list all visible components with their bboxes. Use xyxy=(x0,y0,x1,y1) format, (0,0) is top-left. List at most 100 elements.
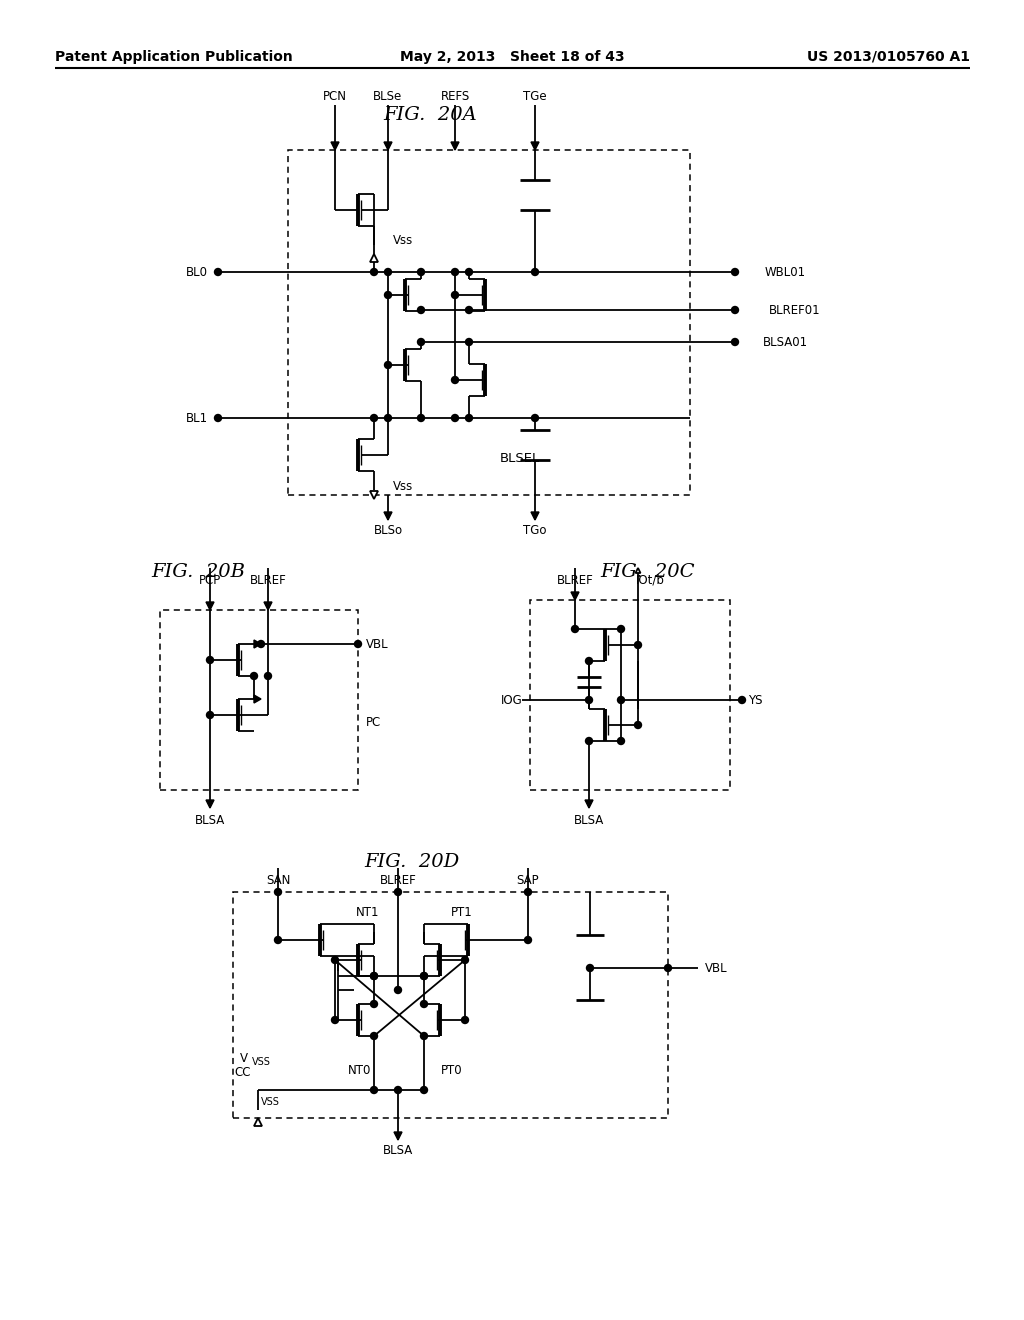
Text: Patent Application Publication: Patent Application Publication xyxy=(55,50,293,63)
Text: BLSA: BLSA xyxy=(573,813,604,826)
Text: BLSe: BLSe xyxy=(374,90,402,103)
Text: PC: PC xyxy=(366,717,381,730)
Circle shape xyxy=(418,414,425,421)
Circle shape xyxy=(207,711,213,718)
Circle shape xyxy=(531,414,539,421)
Circle shape xyxy=(617,626,625,632)
Polygon shape xyxy=(331,143,339,150)
Bar xyxy=(233,892,668,1118)
Circle shape xyxy=(394,888,401,895)
Text: IOt/b: IOt/b xyxy=(636,573,665,586)
Circle shape xyxy=(462,957,469,964)
Circle shape xyxy=(665,965,672,972)
Circle shape xyxy=(452,268,459,276)
Circle shape xyxy=(251,672,257,680)
Polygon shape xyxy=(384,143,392,150)
Polygon shape xyxy=(206,800,214,808)
Polygon shape xyxy=(370,253,378,261)
Text: VBL: VBL xyxy=(366,638,389,651)
Circle shape xyxy=(418,338,425,346)
Circle shape xyxy=(421,973,427,979)
Circle shape xyxy=(462,1016,469,1023)
Circle shape xyxy=(731,306,738,314)
Circle shape xyxy=(332,957,339,964)
Polygon shape xyxy=(254,696,261,704)
Text: May 2, 2013   Sheet 18 of 43: May 2, 2013 Sheet 18 of 43 xyxy=(399,50,625,63)
Text: FIG.  20B: FIG. 20B xyxy=(151,564,245,581)
Circle shape xyxy=(332,1016,339,1023)
Text: US 2013/0105760 A1: US 2013/0105760 A1 xyxy=(807,50,970,63)
Text: BLSo: BLSo xyxy=(374,524,402,536)
Circle shape xyxy=(586,738,593,744)
Circle shape xyxy=(384,362,391,368)
Text: VBL: VBL xyxy=(705,961,728,974)
Circle shape xyxy=(524,888,531,895)
Text: Vss: Vss xyxy=(393,480,414,494)
Circle shape xyxy=(384,414,391,421)
Polygon shape xyxy=(254,1118,262,1126)
Circle shape xyxy=(466,306,472,314)
Circle shape xyxy=(635,722,641,729)
Bar xyxy=(530,601,730,789)
Text: BLSA01: BLSA01 xyxy=(763,335,808,348)
Circle shape xyxy=(531,268,539,276)
Circle shape xyxy=(731,338,738,346)
Polygon shape xyxy=(585,800,593,808)
Text: BL0: BL0 xyxy=(186,265,208,279)
Circle shape xyxy=(274,888,282,895)
Circle shape xyxy=(421,1001,427,1007)
Polygon shape xyxy=(384,512,392,520)
Circle shape xyxy=(418,268,425,276)
Circle shape xyxy=(617,738,625,744)
Circle shape xyxy=(452,414,459,421)
Text: BLREF: BLREF xyxy=(250,573,287,586)
Circle shape xyxy=(586,697,593,704)
Text: IOG: IOG xyxy=(501,693,523,706)
Circle shape xyxy=(384,268,391,276)
Polygon shape xyxy=(571,591,579,601)
Text: PCN: PCN xyxy=(323,90,347,103)
Circle shape xyxy=(635,642,641,648)
Circle shape xyxy=(587,965,594,972)
Text: TGe: TGe xyxy=(523,90,547,103)
Circle shape xyxy=(421,1032,427,1040)
Circle shape xyxy=(371,414,378,421)
Text: VSS: VSS xyxy=(261,1097,280,1107)
Polygon shape xyxy=(206,602,214,610)
Circle shape xyxy=(466,414,472,421)
Polygon shape xyxy=(370,491,378,499)
Text: NT0: NT0 xyxy=(348,1064,372,1077)
Text: BLSEL: BLSEL xyxy=(500,451,540,465)
Bar xyxy=(160,610,358,789)
Text: BLREF: BLREF xyxy=(380,874,417,887)
Text: BLSA: BLSA xyxy=(195,813,225,826)
Text: Vss: Vss xyxy=(393,234,414,247)
Text: CC: CC xyxy=(234,1065,251,1078)
Circle shape xyxy=(571,626,579,632)
Circle shape xyxy=(214,268,221,276)
Circle shape xyxy=(617,697,625,704)
Circle shape xyxy=(371,973,378,979)
Circle shape xyxy=(418,306,425,314)
Circle shape xyxy=(738,697,745,704)
Circle shape xyxy=(421,1086,427,1093)
Circle shape xyxy=(394,1086,401,1093)
Circle shape xyxy=(264,672,271,680)
Circle shape xyxy=(452,376,459,384)
Circle shape xyxy=(207,656,213,664)
Circle shape xyxy=(586,657,593,664)
Bar xyxy=(288,150,690,495)
Polygon shape xyxy=(531,512,539,520)
Circle shape xyxy=(371,1032,378,1040)
Circle shape xyxy=(371,1086,378,1093)
Text: BL1: BL1 xyxy=(186,412,208,425)
Circle shape xyxy=(354,640,361,648)
Polygon shape xyxy=(254,640,261,648)
Text: V: V xyxy=(240,1052,248,1064)
Text: VSS: VSS xyxy=(252,1057,271,1067)
Text: WBL01: WBL01 xyxy=(765,265,806,279)
Text: SAN: SAN xyxy=(266,874,290,887)
Text: BLREF01: BLREF01 xyxy=(769,304,821,317)
Circle shape xyxy=(371,973,378,979)
Polygon shape xyxy=(531,143,539,150)
